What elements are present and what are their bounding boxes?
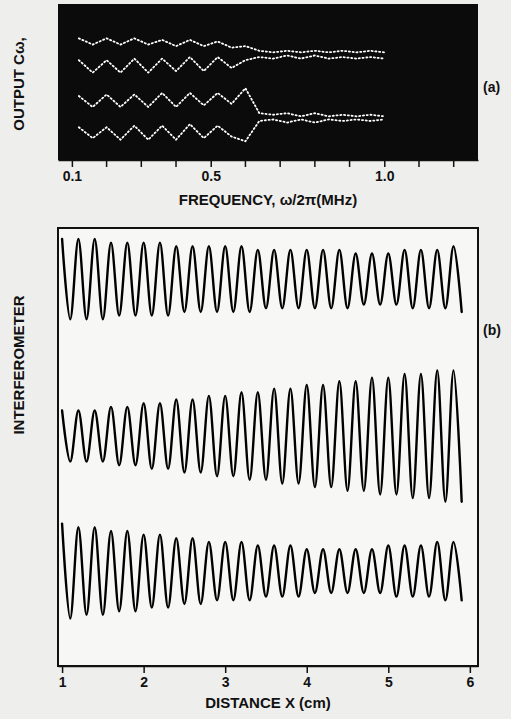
x-axis: 1 2 3 4 5 6 — [59, 666, 479, 690]
figure: 0.1 0.5 1.0 FREQUENCY, ω/2π(MHz) OUTPUT Cω, (… — [0, 0, 511, 719]
x-tick: 4 — [303, 666, 311, 690]
x-axis: 0.1 0.5 1.0 — [59, 160, 479, 184]
plot-frame — [58, 228, 478, 666]
x-tick-label: 0.5 — [201, 168, 221, 184]
x-minor-tick — [245, 160, 247, 167]
x-tick-mark — [388, 666, 390, 673]
x-tick-label: 0.1 — [63, 168, 83, 184]
x-tick: 1 — [59, 666, 67, 690]
trace — [79, 38, 384, 52]
photo-background — [58, 4, 478, 160]
plot-area — [62, 239, 462, 619]
x-tick-mark — [143, 666, 145, 673]
x-minor-tick — [106, 160, 108, 167]
x-tick: 0.5 — [201, 160, 221, 184]
x-minor-tick — [314, 160, 316, 167]
x-tick: 6 — [466, 666, 474, 690]
x-tick-label: 5 — [385, 674, 393, 690]
x-tick-mark — [225, 666, 227, 673]
x-tick-label: 6 — [466, 674, 474, 690]
trace — [62, 524, 462, 619]
x-axis-line — [59, 666, 479, 668]
x-tick-label: 1.0 — [375, 168, 395, 184]
x-tick-mark — [384, 160, 386, 167]
trace — [79, 88, 384, 116]
y-axis-title: OUTPUT Cω, — [10, 37, 27, 131]
figure-svg: 0.1 0.5 1.0 FREQUENCY, ω/2π(MHz) OUTPUT Cω, (… — [0, 0, 511, 719]
x-minor-tick — [418, 160, 420, 167]
x-minor-tick — [141, 160, 143, 167]
panel: 1 2 3 4 5 6 DISTANCE X (cm) INTERFEROMETER (b) — [10, 228, 501, 711]
x-minor-tick — [349, 160, 351, 167]
y-axis-title: INTERFEROMETER — [10, 295, 27, 434]
x-tick-mark — [306, 666, 308, 673]
x-tick-mark — [62, 666, 64, 673]
x-tick-label: 1 — [59, 674, 67, 690]
x-tick-mark — [210, 160, 212, 167]
x-tick-label: 4 — [303, 674, 311, 690]
x-axis-title: DISTANCE X (cm) — [205, 694, 331, 711]
plot-area — [79, 38, 384, 141]
x-axis-line — [59, 160, 479, 162]
panel-label: (a) — [483, 79, 500, 95]
x-tick-label: 3 — [222, 674, 230, 690]
x-minor-tick — [279, 160, 281, 167]
trace — [79, 119, 384, 141]
trace — [62, 370, 462, 501]
x-tick: 2 — [140, 666, 148, 690]
x-minor-tick — [175, 160, 177, 167]
trace — [62, 239, 462, 319]
x-tick-mark — [72, 160, 74, 167]
x-tick: 5 — [385, 666, 393, 690]
x-minor-tick — [453, 160, 455, 167]
panel-label: (b) — [483, 322, 501, 338]
x-tick-mark — [470, 666, 472, 673]
panel: 0.1 0.5 1.0 FREQUENCY, ω/2π(MHz) OUTPUT Cω, (… — [10, 4, 500, 208]
x-axis-title: FREQUENCY, ω/2π(MHz) — [179, 191, 357, 208]
trace — [79, 55, 384, 72]
x-tick: 1.0 — [375, 160, 395, 184]
x-tick-label: 2 — [140, 674, 148, 690]
x-tick: 0.1 — [63, 160, 83, 184]
x-tick: 3 — [222, 666, 230, 690]
